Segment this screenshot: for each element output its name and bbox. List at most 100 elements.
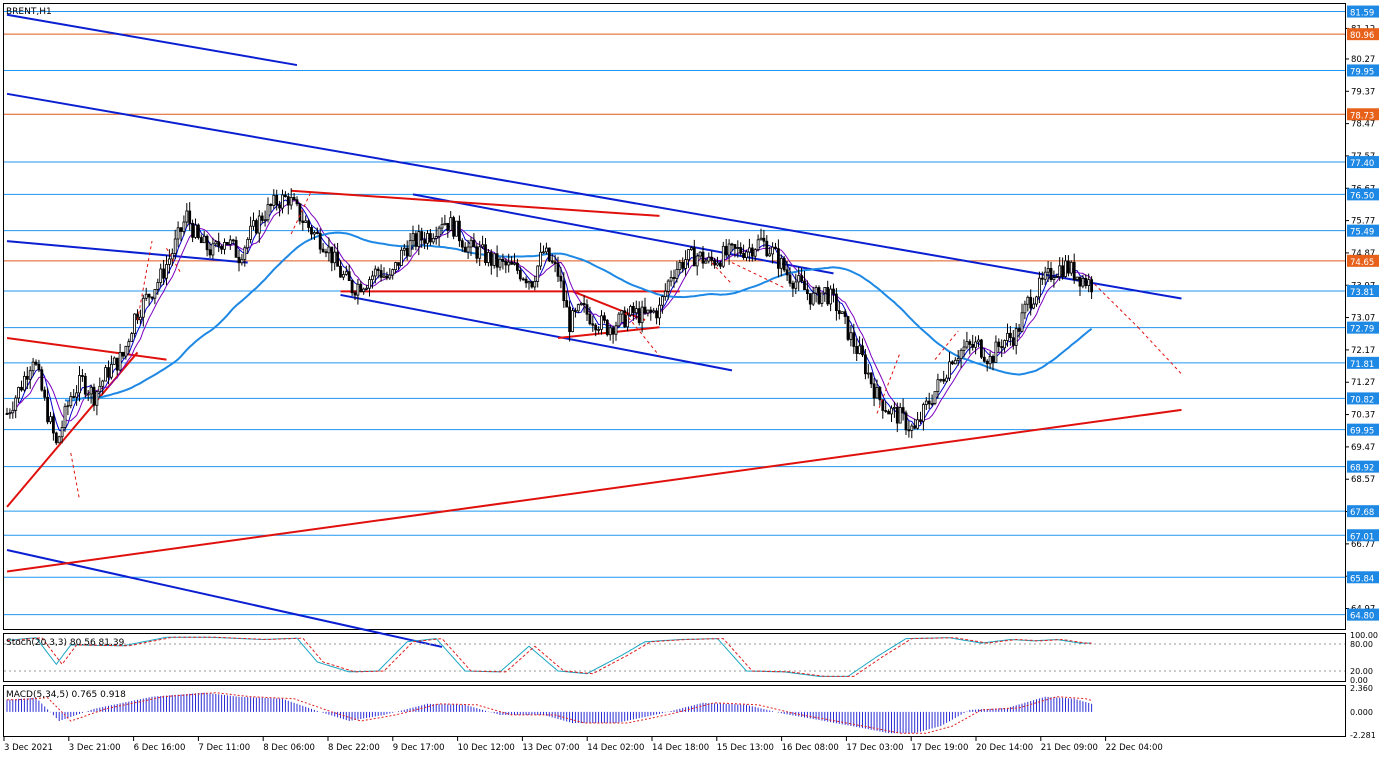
candle: [138, 309, 142, 325]
candle: [1006, 323, 1009, 347]
price-tick-label: 69.47: [1351, 443, 1375, 453]
candle: [968, 339, 972, 355]
candle-body: [147, 293, 151, 298]
candle: [423, 231, 427, 250]
candle-body: [170, 253, 174, 260]
candle: [756, 234, 760, 252]
candle: [57, 435, 61, 444]
candle-body: [518, 270, 522, 280]
candle: [1069, 260, 1073, 276]
candle: [887, 409, 890, 415]
candle: [362, 287, 366, 295]
candle-body: [167, 258, 171, 265]
candle: [443, 214, 447, 226]
candle: [980, 338, 983, 360]
candle: [246, 237, 250, 255]
candle: [794, 273, 798, 295]
candle: [1055, 273, 1059, 279]
candle: [985, 359, 989, 372]
candle-body: [855, 346, 859, 354]
candle-body: [318, 232, 322, 250]
candle: [1081, 274, 1085, 289]
candle-body: [663, 290, 667, 297]
candle: [646, 309, 650, 317]
candle: [402, 243, 406, 256]
candle: [922, 402, 925, 431]
candle: [585, 299, 589, 321]
candle: [63, 403, 67, 432]
candle-body: [428, 233, 432, 243]
candle: [492, 253, 496, 269]
candle-body: [333, 251, 337, 264]
candle: [283, 191, 287, 198]
candle-body: [484, 244, 487, 263]
candle-body: [391, 269, 395, 276]
candle: [750, 243, 754, 262]
candle-body: [388, 274, 392, 279]
candle-body: [956, 358, 960, 361]
candle: [721, 241, 725, 269]
time-tick-label: 9 Dec 17:00: [393, 743, 445, 753]
candle: [475, 243, 479, 264]
level-badge-text: 69.95: [1350, 427, 1374, 437]
candle-body: [60, 427, 64, 438]
candle: [234, 236, 238, 258]
candle: [713, 257, 716, 269]
candle-body: [8, 412, 12, 415]
candle: [611, 325, 615, 344]
candle-body: [165, 264, 168, 279]
time-tick-label: 17 Dec 03:00: [846, 743, 903, 753]
level-badge-text: 71.81: [1350, 360, 1374, 370]
time-tick-label: 13 Dec 07:00: [522, 743, 579, 753]
candle: [988, 351, 992, 369]
signal-arrow: [290, 190, 312, 235]
level-badge: [1347, 188, 1379, 201]
candle-body: [927, 400, 931, 405]
candle: [341, 270, 345, 281]
candle: [600, 310, 603, 335]
candle-body: [423, 239, 427, 244]
candle: [20, 380, 23, 392]
candle: [803, 271, 806, 291]
candle: [1020, 303, 1024, 333]
candle-body: [1055, 276, 1059, 278]
level-badge-text: 68.92: [1350, 464, 1374, 474]
candle-body: [385, 275, 389, 279]
candle: [118, 343, 122, 372]
candle-body: [408, 240, 412, 257]
candle: [5, 407, 9, 415]
candle: [86, 390, 90, 402]
candle: [69, 392, 73, 409]
candle-body: [977, 339, 980, 343]
candle-body: [138, 316, 142, 321]
macd-signal-line: [7, 692, 1092, 734]
candle: [820, 292, 824, 307]
candle: [576, 303, 580, 313]
candle: [211, 237, 215, 259]
candle: [864, 348, 867, 380]
candle-body: [562, 280, 566, 301]
candle: [846, 316, 850, 342]
candle: [771, 242, 774, 264]
candle-body: [814, 287, 818, 294]
candle: [173, 229, 177, 259]
price-tick-label: 79.37: [1351, 87, 1375, 97]
time-tick-label: 10 Dec 12:00: [458, 743, 515, 753]
candle-body: [162, 268, 166, 279]
candle-body: [417, 231, 421, 247]
candle: [910, 423, 914, 439]
candle-body: [579, 302, 583, 306]
candle: [188, 202, 192, 231]
candle: [597, 326, 600, 335]
signal-arrow: [731, 262, 785, 289]
candle-body: [774, 246, 777, 250]
candle: [895, 402, 899, 433]
candle-body: [951, 361, 954, 365]
candle: [1084, 274, 1088, 289]
candle: [376, 266, 380, 279]
candle-body: [739, 247, 743, 254]
candle-body: [336, 251, 340, 267]
candle: [89, 384, 93, 404]
candle-body: [443, 222, 447, 226]
trend-line-blue: [340, 293, 733, 372]
